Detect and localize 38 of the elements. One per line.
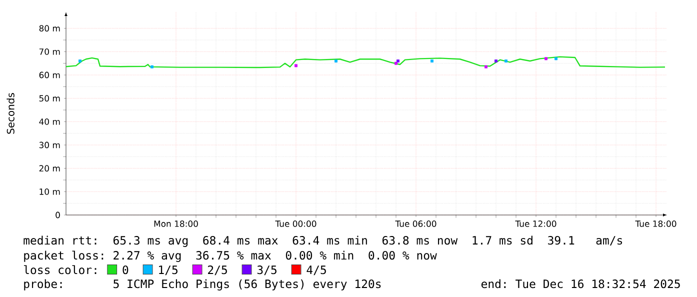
legend-label: 0 xyxy=(122,266,128,274)
text: end: Tue Dec 16 18:32:54 2025 xyxy=(481,279,680,288)
point xyxy=(78,60,82,62)
point xyxy=(554,57,558,60)
point xyxy=(150,65,154,68)
y-tick-label: 80 m xyxy=(39,25,60,32)
point xyxy=(430,60,434,62)
y-tick-label: 20 m xyxy=(39,165,60,172)
x-tick-label: Tue 18:00 xyxy=(635,220,676,227)
y-tick-label: 10 m xyxy=(40,188,60,195)
line-series xyxy=(65,56,666,68)
y-tick-label: 40 m xyxy=(39,118,60,125)
x-tick-label: Tue 12:00 xyxy=(515,220,556,227)
legend-label: 1/5 xyxy=(159,266,178,276)
point xyxy=(494,60,498,62)
point xyxy=(394,62,398,65)
point xyxy=(294,64,298,68)
point xyxy=(544,57,548,60)
point xyxy=(334,60,338,62)
text: probe: 5 ICMP Echo Pings (56 Bytes) every 120s xyxy=(24,279,381,290)
legend-label: 2/5 xyxy=(208,266,227,276)
text: median rtt: 65.3 ms avg 68.4 ms max 63.4 ms min 63.8 ms now 1.7 ms sd 39.1 am/s xyxy=(24,236,622,247)
legend-title: loss color: xyxy=(24,265,96,274)
x-tick-label: Tue 00:00 xyxy=(275,220,316,227)
point xyxy=(396,60,400,62)
legend-label: 3/5 xyxy=(257,266,276,276)
x-tick-label: Mon 18:00 xyxy=(154,220,198,227)
y-tick-label: 60 m xyxy=(39,72,60,78)
y-axis-title: Seconds xyxy=(6,93,14,134)
x-tick-label: Tue 06:00 xyxy=(395,220,436,227)
point xyxy=(484,65,488,68)
legend-label: 4/5 xyxy=(306,266,326,276)
y-tick-label: 70 m xyxy=(39,48,60,55)
text: packet loss: 2.27 % avg 36.75 % max 0.00 % min 0.00 % now xyxy=(24,250,437,262)
point xyxy=(504,60,508,62)
y-tick-label: 30 m xyxy=(39,142,60,148)
y-tick-label: 0 xyxy=(56,212,60,218)
y-tick-label: 50 m xyxy=(39,95,60,102)
